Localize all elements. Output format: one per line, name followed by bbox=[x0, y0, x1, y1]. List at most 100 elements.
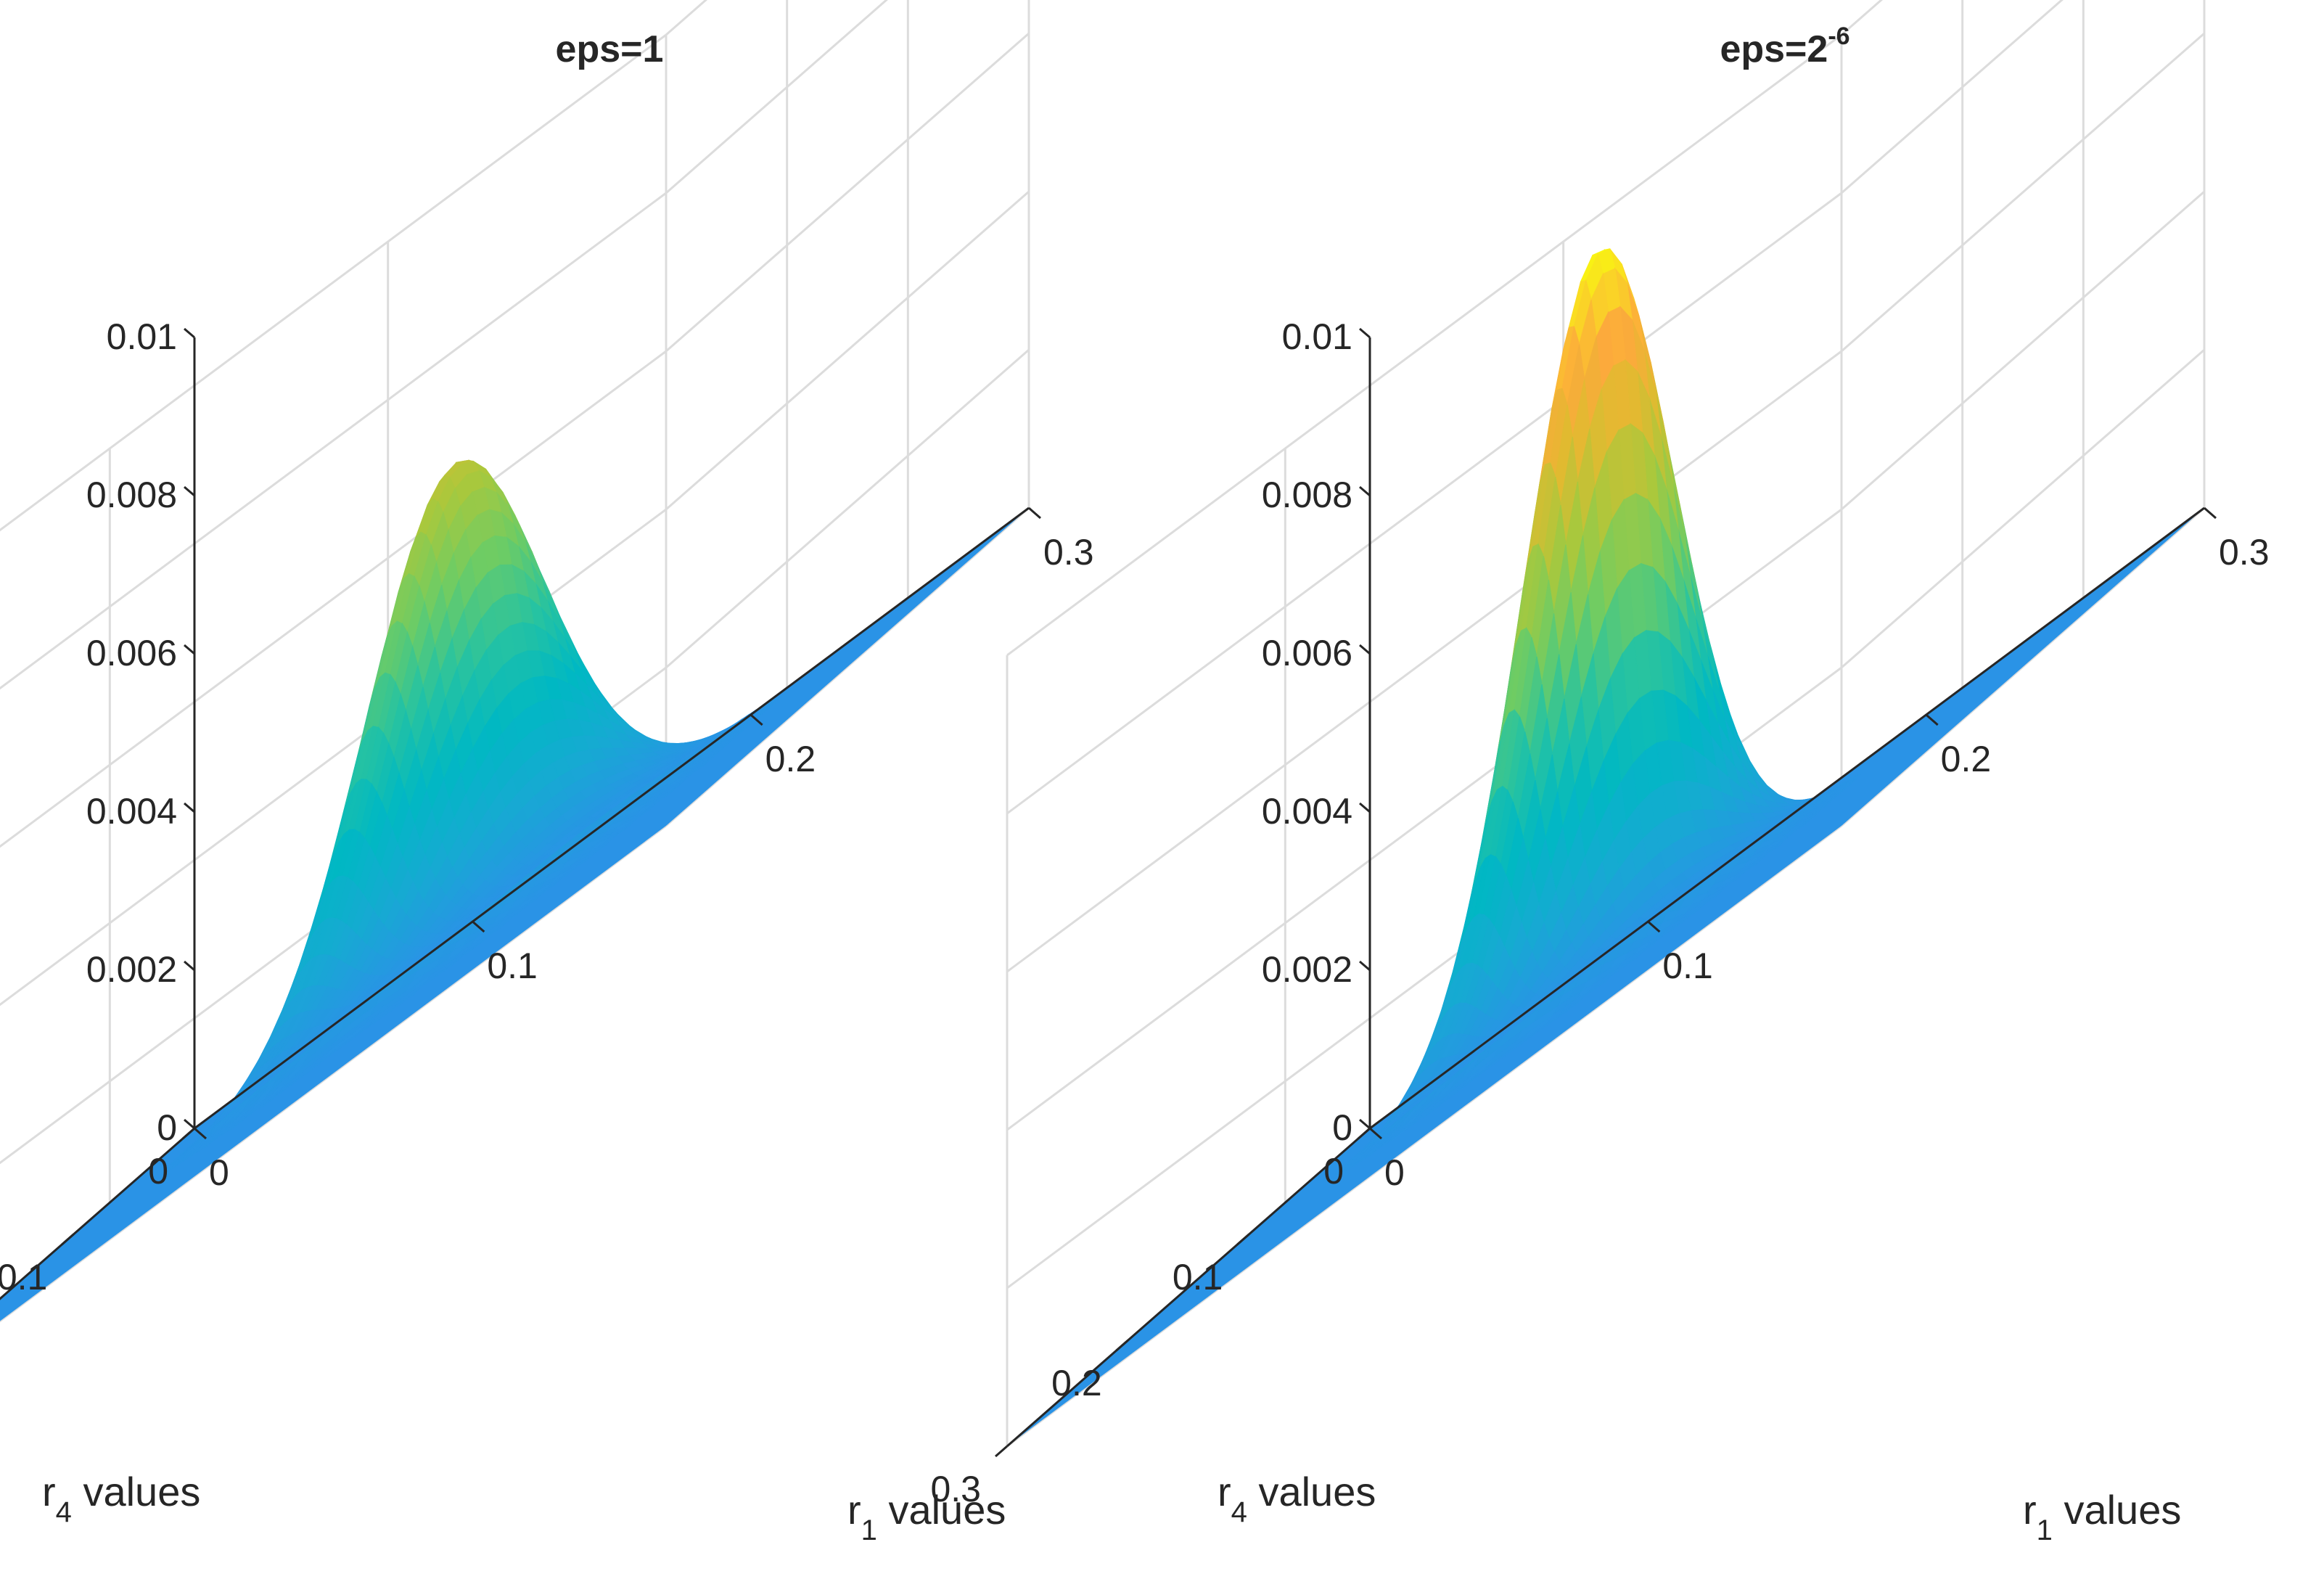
x-tick bbox=[750, 713, 763, 726]
z-tick-label: 0.004 bbox=[86, 791, 177, 832]
surface-patch bbox=[314, 1028, 332, 1043]
grid-line-wallx bbox=[665, 348, 1030, 669]
grid-line-wally bbox=[0, 33, 667, 532]
x-axis-label: r1 values bbox=[847, 1487, 1006, 1546]
z-tick bbox=[184, 1118, 195, 1130]
grid-line-wally bbox=[1006, 33, 1842, 657]
surface-panel-1: 0 0.002 0.004 0.006 0.008 0.01 0 0.1 0.2 0.3 0 0.1 0… bbox=[0, 0, 1094, 1546]
x-tick bbox=[2204, 507, 2217, 520]
x-tick bbox=[1028, 507, 1041, 520]
z-tick bbox=[1359, 327, 1371, 339]
y-tick-label: 0 bbox=[1323, 1151, 1344, 1192]
grid-line-wally bbox=[0, 350, 667, 848]
grid-line-wallx bbox=[665, 32, 1030, 353]
z-tick-label: 0.008 bbox=[86, 475, 177, 515]
y-axis-line bbox=[0, 1127, 195, 1300]
z-tick bbox=[184, 485, 195, 497]
surface-mesh bbox=[1007, 248, 2204, 1446]
y-tick bbox=[182, 1127, 195, 1140]
z-tick bbox=[1359, 1118, 1371, 1130]
y-tick-label: 0.3 bbox=[930, 1469, 981, 1509]
surface-patch bbox=[439, 930, 457, 945]
chart-title: eps=2-6 bbox=[1720, 22, 1849, 70]
grid-line-wallx bbox=[1841, 32, 2205, 353]
z-tick-label: 0.002 bbox=[1262, 949, 1352, 990]
x-tick bbox=[1925, 713, 1939, 726]
grid-line-wally bbox=[1006, 192, 1842, 815]
z-tick-label: 0.006 bbox=[1262, 633, 1352, 673]
x-axis-label: r1 values bbox=[2023, 1487, 2181, 1546]
x-tick-label: 0.3 bbox=[1043, 532, 1094, 573]
z-tick bbox=[1359, 960, 1371, 972]
surface-mesh bbox=[0, 459, 1029, 1321]
x-axis-line bbox=[194, 507, 1030, 1130]
x-tick-label: 0.1 bbox=[487, 946, 538, 986]
z-tick bbox=[184, 327, 195, 339]
y-tick bbox=[61, 1233, 75, 1246]
surface-patch bbox=[1441, 1069, 1460, 1084]
z-tick bbox=[184, 802, 195, 813]
y-tick bbox=[1358, 1127, 1371, 1140]
surface-patch bbox=[1498, 1025, 1516, 1039]
y-tick bbox=[995, 1445, 1008, 1458]
x-tick-label: 0.2 bbox=[765, 739, 816, 779]
z-tick-label: 0.01 bbox=[1282, 316, 1352, 357]
z-tick-label: 0.002 bbox=[86, 949, 177, 990]
grid-line-wallx bbox=[1841, 348, 2205, 669]
y-tick-label: 0.1 bbox=[0, 1257, 47, 1297]
z-tick-label: 0 bbox=[1332, 1107, 1352, 1148]
surface-patch bbox=[1515, 1012, 1533, 1026]
grid-line-wally bbox=[1006, 350, 1842, 973]
z-tick-label: 0.004 bbox=[1262, 791, 1352, 832]
x-tick bbox=[1369, 1127, 1382, 1140]
axes: 0 0.002 0.004 0.006 0.008 0.01 0 0.1 0.2 0.3 0 0.1 0… bbox=[930, 316, 2269, 1509]
y-axis-line bbox=[1006, 1127, 1371, 1448]
x-tick-label: 0 bbox=[1384, 1152, 1405, 1193]
axes: 00.0020.0040.0060.0080.0100.10.20.300.10… bbox=[0, 316, 1094, 1300]
surface-patch bbox=[264, 1068, 283, 1084]
surface-patch bbox=[1590, 954, 1609, 968]
y-tick bbox=[1115, 1339, 1129, 1352]
x-tick bbox=[194, 1127, 207, 1140]
z-tick-label: 0.006 bbox=[86, 633, 177, 673]
surface-patch bbox=[1544, 988, 1562, 1003]
z-tick bbox=[1359, 485, 1371, 497]
surface-patch bbox=[199, 1123, 218, 1139]
x-tick-label: 0.1 bbox=[1662, 946, 1713, 986]
z-tick-label: 0 bbox=[157, 1107, 177, 1148]
surface-patch bbox=[331, 1014, 350, 1030]
y-tick bbox=[1236, 1233, 1250, 1246]
x-axis-line bbox=[1369, 507, 2205, 1130]
z-tick bbox=[184, 644, 195, 655]
surface-patch bbox=[237, 1091, 255, 1107]
grid-line-wallx bbox=[1841, 0, 1884, 36]
x-tick bbox=[472, 920, 485, 933]
surface-panel-2: 0 0.002 0.004 0.006 0.008 0.01 0 0.1 0.2 0.3 0 0.1 0… bbox=[930, 0, 2270, 1546]
y-tick-label: 0.2 bbox=[1051, 1363, 1102, 1403]
z-tick-label: 0.008 bbox=[1262, 475, 1352, 515]
grid-line-wallx bbox=[1841, 190, 2205, 511]
surface-patch bbox=[1397, 1105, 1415, 1120]
y-tick-label: 0 bbox=[148, 1151, 168, 1192]
surface-patch bbox=[1419, 1087, 1437, 1102]
z-tick bbox=[1359, 802, 1371, 813]
grid-line-wallx bbox=[1841, 0, 2064, 194]
surface-patch bbox=[1481, 1038, 1499, 1053]
surface-patch bbox=[1458, 1055, 1477, 1070]
y-tick-label: 0.1 bbox=[1173, 1257, 1223, 1297]
z-tick bbox=[1359, 644, 1371, 655]
grid-line-wallx bbox=[665, 190, 1030, 511]
y-axis-label: r4 values bbox=[42, 1469, 200, 1528]
chart-title: eps=1 bbox=[556, 28, 664, 70]
x-tick-label: 0.3 bbox=[2219, 532, 2270, 573]
z-tick bbox=[184, 960, 195, 972]
x-tick-label: 0 bbox=[209, 1152, 229, 1193]
grid-line-wallx bbox=[665, 0, 888, 194]
y-axis-label: r4 values bbox=[1218, 1469, 1376, 1528]
z-tick-label: 0.01 bbox=[107, 316, 177, 357]
grid-line-wally bbox=[0, 192, 667, 690]
x-tick-label: 0.2 bbox=[1941, 739, 1992, 779]
surface-patch bbox=[1631, 922, 1649, 937]
